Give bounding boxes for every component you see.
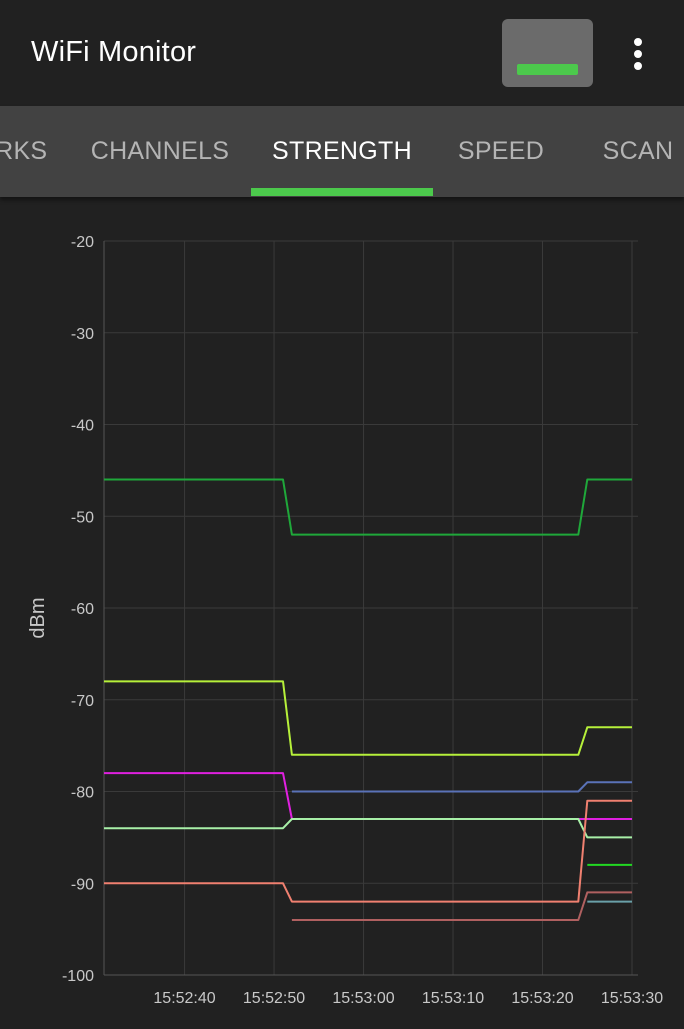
tab-strength[interactable]: STRENGTH (272, 137, 412, 165)
series-line-6 (104, 799, 632, 903)
tab-networks[interactable]: NETWORKS (0, 137, 48, 165)
x-tick-label: 15:53:20 (511, 990, 573, 1007)
x-tick-label: 15:53:30 (601, 990, 663, 1007)
y-tick-label: -40 (71, 418, 94, 435)
signal-bar-icon (517, 64, 578, 75)
series-line-5 (104, 818, 632, 839)
more-options-button[interactable] (620, 34, 656, 74)
series-line-4 (291, 781, 632, 793)
tab-channels[interactable]: CHANNELS (90, 137, 230, 165)
y-tick-label: -100 (62, 968, 94, 985)
y-tick-label: -20 (71, 234, 94, 251)
y-axis-label: dBm (27, 597, 49, 638)
y-tick-label: -60 (71, 601, 94, 618)
more-vert-icon (634, 50, 642, 58)
y-tick-label: -70 (71, 693, 94, 710)
y-tick-label: -80 (71, 785, 94, 802)
x-tick-label: 15:53:00 (332, 990, 394, 1007)
tab-speed[interactable]: SPEED (457, 137, 545, 165)
series-line-2 (104, 680, 632, 756)
chart-svg: -20 -30 -40 -50 -60 -70 -80 -90 -100 15:52:40 15:5… (27, 234, 663, 1007)
series-line-3 (104, 772, 632, 820)
more-vert-icon (634, 62, 642, 70)
app-title: WiFi Monitor (31, 36, 197, 68)
more-vert-icon (634, 38, 642, 46)
active-tab-indicator (251, 188, 433, 196)
signal-strength-chart: -20 -30 -40 -50 -60 -70 -80 -90 -100 15:52:40 15:5… (0, 197, 684, 1024)
y-tick-label: -90 (71, 876, 94, 893)
series-line-7 (291, 891, 632, 921)
app-bar: WiFi Monitor (0, 0, 684, 106)
x-tick-label: 15:53:10 (422, 990, 484, 1007)
y-tick-label: -50 (71, 509, 94, 526)
series-line-1 (104, 478, 632, 536)
tab-bar: NETWORKS CHANNELS STRENGTH SPEED SCAN (0, 106, 684, 197)
x-tick-label: 15:52:40 (153, 990, 215, 1007)
y-tick-label: -30 (71, 326, 94, 343)
x-tick-label: 15:52:50 (243, 990, 305, 1007)
tab-scan[interactable]: SCAN (602, 137, 674, 165)
signal-strength-button[interactable] (502, 19, 593, 87)
